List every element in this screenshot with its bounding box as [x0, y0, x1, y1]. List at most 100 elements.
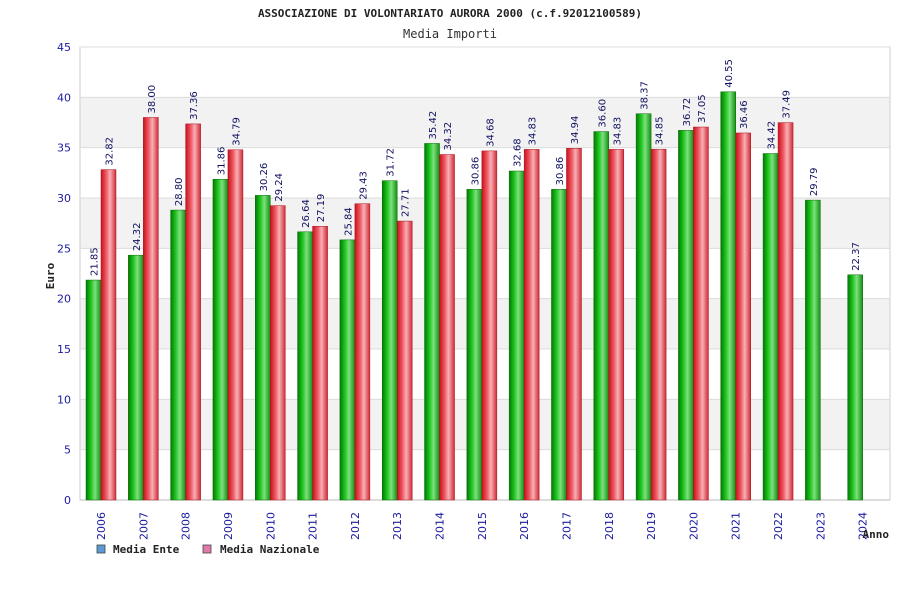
y-tick-label: 45 — [57, 41, 71, 54]
legend-swatch-media-ente — [96, 544, 106, 554]
bar-media-nazionale-2009 — [227, 149, 244, 501]
bar-media-nazionale-2015 — [481, 150, 498, 501]
x-tick-label: 2010 — [264, 512, 277, 540]
x-tick-label: 2023 — [814, 512, 827, 540]
data-label: 36.46 — [739, 100, 750, 129]
bar-media-ente-2020 — [678, 130, 694, 501]
x-tick-label: 2009 — [222, 512, 235, 540]
y-tick-label: 15 — [57, 343, 71, 356]
bar-media-nazionale-2010 — [270, 205, 286, 501]
chart-subtitle: Media Importi — [403, 27, 497, 41]
bar-media-ente-2023 — [805, 199, 821, 501]
bar-media-ente-2006 — [85, 279, 102, 501]
data-label: 21.85 — [90, 247, 101, 276]
bar-media-ente-2022 — [762, 153, 779, 501]
x-tick-label: 2006 — [95, 512, 108, 540]
bar-media-nazionale-2018 — [608, 149, 625, 501]
data-label: 34.94 — [570, 116, 581, 145]
y-tick-label: 0 — [64, 494, 71, 507]
data-label: 40.55 — [724, 59, 735, 88]
bar-media-nazionale-2014 — [439, 154, 455, 501]
x-tick-label: 2012 — [349, 512, 362, 540]
bar-media-nazionale-2021 — [735, 132, 751, 501]
data-label: 29.79 — [809, 167, 820, 196]
data-label: 34.83 — [612, 117, 623, 146]
data-label: 34.83 — [528, 117, 539, 146]
data-label: 24.32 — [132, 223, 143, 252]
data-label: 31.86 — [216, 147, 227, 176]
data-label: 35.42 — [428, 111, 439, 140]
y-tick-label: 25 — [57, 242, 71, 255]
data-label: 34.85 — [655, 117, 666, 146]
data-label: 30.86 — [470, 157, 481, 186]
data-label: 28.80 — [174, 177, 185, 206]
plot-band — [80, 47, 890, 98]
data-label: 27.19 — [316, 194, 327, 223]
bar-media-ente-2016 — [508, 170, 525, 501]
bar-media-ente-2013 — [381, 180, 398, 501]
bar-media-ente-2008 — [170, 209, 186, 501]
bar-media-nazionale-2013 — [396, 220, 413, 501]
bars — [85, 91, 863, 501]
data-label: 27.71 — [401, 188, 412, 217]
legend-swatch-media-nazionale — [202, 544, 212, 554]
x-tick-label: 2007 — [137, 512, 150, 540]
bar-media-nazionale-2019 — [650, 148, 667, 501]
bar-media-nazionale-2020 — [693, 126, 709, 501]
bar-media-ente-2017 — [551, 189, 567, 501]
data-label: 26.64 — [301, 199, 312, 228]
bar-media-ente-2010 — [255, 195, 271, 501]
x-tick-label: 2015 — [476, 512, 489, 540]
bar-media-ente-2012 — [339, 239, 356, 501]
legend: Media Ente Media Nazionale — [96, 543, 320, 556]
data-label: 37.49 — [782, 90, 793, 119]
bar-media-nazionale-2017 — [566, 148, 582, 501]
bar-media-nazionale-2016 — [523, 149, 540, 501]
plot-band — [80, 97, 890, 148]
bar-media-nazionale-2006 — [100, 169, 117, 501]
data-label: 37.36 — [189, 91, 200, 120]
data-label: 38.37 — [640, 81, 651, 110]
x-tick-label: 2013 — [391, 512, 404, 540]
bar-media-nazionale-2022 — [777, 122, 794, 501]
bar-media-ente-2021 — [720, 91, 736, 501]
bar-media-ente-2009 — [212, 179, 229, 501]
x-tick-label: 2008 — [180, 512, 193, 540]
data-label: 34.42 — [767, 121, 778, 150]
y-tick-label: 30 — [57, 192, 71, 205]
bar-media-nazionale-2008 — [185, 123, 201, 501]
bar-media-ente-2007 — [128, 254, 144, 501]
x-tick-label: 2021 — [730, 512, 743, 540]
y-tick-label: 5 — [64, 444, 71, 457]
bar-media-ente-2018 — [593, 131, 610, 501]
y-tick-label: 35 — [57, 142, 71, 155]
bar-media-ente-2019 — [635, 113, 652, 501]
bar-media-ente-2024 — [847, 274, 863, 501]
x-tick-label: 2020 — [687, 512, 700, 540]
data-label: 30.26 — [259, 163, 270, 192]
y-tick-label: 40 — [57, 91, 71, 104]
data-label: 29.24 — [274, 173, 285, 202]
y-axis-ticks: 0 5 10 15 20 25 30 35 40 45 — [57, 41, 71, 507]
legend-label-media-ente: Media Ente — [113, 543, 180, 556]
y-tick-label: 20 — [57, 293, 71, 306]
data-label: 34.68 — [485, 118, 496, 147]
data-label: 34.79 — [231, 117, 242, 146]
data-label: 29.43 — [358, 171, 369, 200]
data-labels: 21.85 32.82 24.32 38.00 28.80 37.36 31.86 34.79… — [90, 59, 863, 276]
x-tick-label: 2014 — [434, 512, 447, 540]
y-tick-label: 10 — [57, 393, 71, 406]
data-label: 36.60 — [597, 99, 608, 128]
x-tick-label: 2018 — [603, 512, 616, 540]
data-label: 25.84 — [343, 207, 354, 236]
bar-media-nazionale-2011 — [312, 226, 328, 501]
x-tick-label: 2011 — [307, 512, 320, 540]
x-tick-label: 2024 — [857, 512, 870, 540]
x-axis-ticks: 2006 2007 2008 2009 2010 2011 2012 2013 2014 2015… — [95, 512, 870, 540]
data-label: 38.00 — [147, 85, 158, 114]
x-tick-label: 2017 — [560, 512, 573, 540]
data-label: 34.32 — [443, 122, 454, 151]
data-label: 31.72 — [386, 148, 397, 177]
chart-title: ASSOCIAZIONE DI VOLONTARIATO AURORA 2000… — [258, 7, 642, 20]
